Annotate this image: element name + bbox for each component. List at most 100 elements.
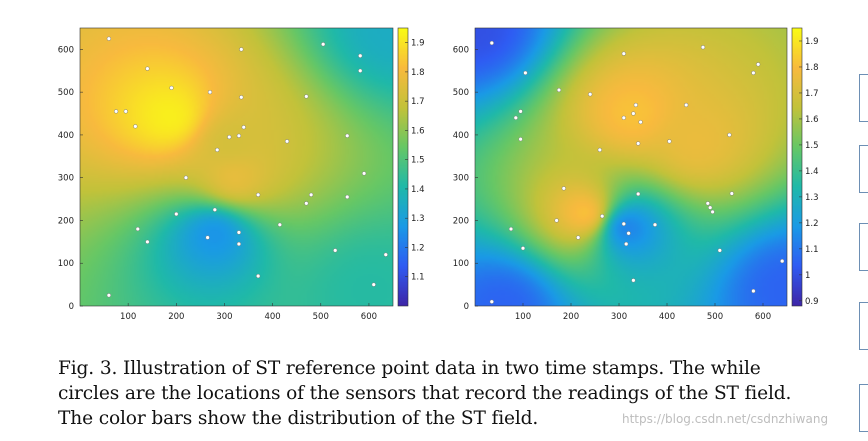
y-tick-label: 400 [58,131,74,141]
colorbar-frame-1 [397,27,409,307]
colorbar-tick-label: 1.1 [805,245,819,255]
sensor-marker [520,246,526,251]
sensor-marker [652,222,658,227]
colorbar-tick-label: 1.8 [805,63,819,73]
x-tick-label: 500 [313,312,329,322]
colorbar-ticks-2: 0.9 1 1.1 1.2 1.3 1.4 1.5 1.6 1.7 1.8 1.9 [799,37,819,307]
colorbar-frame-2 [791,27,803,307]
sensor-marker [174,211,179,217]
colorbar-tick-label: 1.5 [411,156,425,166]
y-tick-label: 300 [453,174,469,184]
st-field-heatmap-2 [475,28,787,306]
sensor-marker [236,133,242,138]
edge-box [859,145,868,193]
sensor-marker [145,239,150,244]
axes-frame-1 [79,27,394,307]
sensor-marker [700,45,706,50]
sensor-marker [358,68,363,73]
sensor-marker [135,226,140,232]
figure-caption: Fig. 3. Illustration of ST reference poi… [58,356,828,431]
sensor-marker [636,191,641,197]
sensor-marker [727,132,732,138]
watermark: https://blog.csdn.net/csdnzhiwang [622,412,829,426]
sensor-marker [362,171,367,176]
sensor-marker [561,186,566,191]
sensor-marker [588,92,593,97]
y-tick-label: 500 [58,88,74,98]
sensor-marker [241,125,246,130]
y-tick-label: 0 [464,302,469,312]
y-tick-label: 0 [69,302,74,312]
y-axis-1: 0 100 200 300 400 500 600 [58,45,83,312]
sensor-marker [277,222,282,227]
y-tick-label: 200 [453,216,469,226]
sensor-marker [123,109,128,114]
x-axis-1: 100 200 300 400 500 600 [120,303,377,322]
sensor-marker [518,137,523,142]
sensor-marker [624,241,629,247]
colorbar-tick-label: 1.5 [805,141,819,151]
sensor-marker [518,109,523,114]
x-tick-label: 200 [563,312,579,322]
edge-box [859,74,868,122]
sensor-marker [667,139,672,144]
sensor-marker [304,201,309,206]
sensor-marker [304,94,309,99]
colorbar-tick-label: 1.9 [805,37,819,47]
sensor-marker [383,252,388,257]
sensor-marker [345,194,350,200]
sensor-marker [633,102,638,108]
y-tick-label: 100 [453,259,469,269]
sensor-marker [751,70,756,76]
x-tick-label: 600 [361,312,377,322]
sensor-marker [780,258,785,264]
sensor-marker [227,134,232,140]
sensor-marker [684,102,689,108]
sensor-marker [256,192,261,197]
axes-frame-2 [474,27,788,307]
sensor-marker [333,248,338,253]
sensor-marker [309,192,314,197]
sensor-marker [239,47,244,52]
sensor-marker [621,221,626,226]
sensor-marker [508,226,514,232]
x-tick-label: 600 [755,312,771,322]
colorbar-tick-label: 1.7 [411,97,425,107]
sensor-marker [631,111,636,116]
x-tick-label: 100 [515,312,531,322]
colorbar-tick-label: 1.2 [411,243,425,253]
heatmap-panel-1: 100 200 300 400 500 600 0 100 200 300 400 500 600 1… [58,27,425,322]
sensor-marker [239,95,244,100]
sensor-marker [705,201,710,206]
x-tick-label: 400 [264,312,280,322]
sensor-marker [626,231,631,236]
sensor-marker [183,175,189,180]
sensor-marker [631,278,636,283]
y-tick-label: 600 [453,45,469,55]
sensor-marker [751,288,756,294]
sensor-marker [489,299,494,304]
caption-line: Fig. 3. Illustration of ST reference poi… [58,358,761,379]
colorbar-tick-label: 1.4 [805,167,819,177]
edge-box [859,384,868,432]
sensor-marker [236,241,242,247]
sensor-marker [638,119,643,125]
colorbar-tick-label: 1.6 [411,126,425,136]
x-tick-label: 300 [611,312,627,322]
sensor-marker [523,70,528,76]
colorbar-tick-label: 1.8 [411,68,425,78]
x-tick-label: 200 [168,312,184,322]
sensor-marker [114,109,119,114]
y-tick-label: 300 [58,174,74,184]
sensor-marker [729,191,734,196]
y-axis-2: 0 100 200 300 400 500 600 [453,45,478,312]
sensor-marker [597,147,602,152]
sensor-marker [106,36,111,41]
sensor-marker [215,147,220,152]
colorbar-tick-label: 1.4 [411,185,425,195]
sensor-marker [600,214,605,219]
x-tick-label: 400 [659,312,675,322]
colorbar-tick-label: 0.9 [805,297,819,307]
sensor-marker [636,141,641,146]
